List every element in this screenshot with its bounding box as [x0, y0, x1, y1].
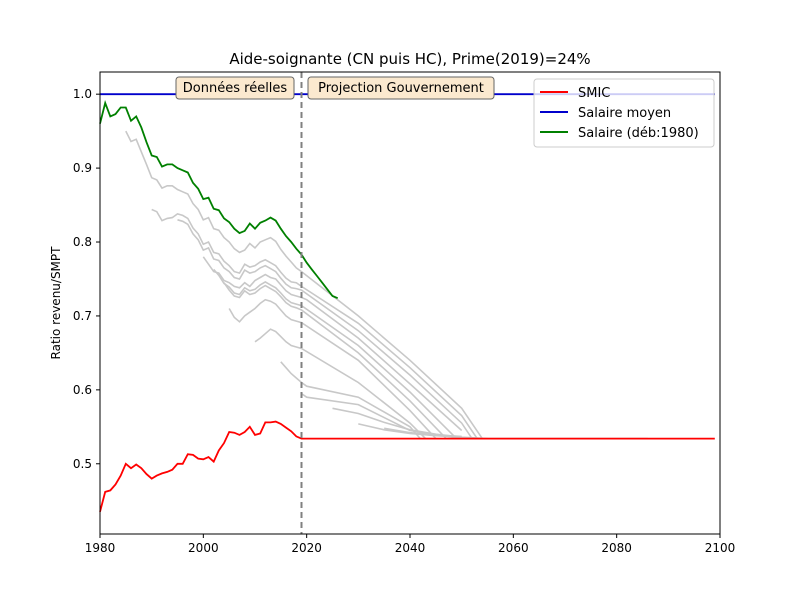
annotation-real-data: Données réelles — [175, 76, 295, 100]
x-tick-label: 2000 — [188, 541, 219, 555]
y-tick-label: 0.7 — [73, 309, 92, 323]
x-tick-label: 2060 — [498, 541, 529, 555]
gray-cohort-line-7 — [228, 298, 437, 440]
gray-cohort-line-8 — [254, 328, 427, 440]
gray-cohort-line-2 — [151, 208, 478, 440]
legend-box — [533, 78, 715, 148]
x-tick-label: 1980 — [85, 541, 116, 555]
annotation-real-data-box — [175, 76, 295, 100]
y-tick-label: 0.8 — [73, 235, 92, 249]
y-tick-label: 0.5 — [73, 457, 92, 471]
gray-cohort-line-6 — [223, 282, 447, 440]
gray-cohort-lines — [125, 130, 648, 440]
series-lines — [99, 93, 715, 513]
y-axis-ticks: 0.5 0.6 0.7 0.8 0.9 1.0 — [73, 87, 100, 471]
legend-label-smic: SMIC — [578, 86, 610, 101]
series-line-smic — [99, 420, 715, 513]
series-line-salaire-d-b-1980 — [99, 100, 339, 300]
x-tick-label: 2100 — [705, 541, 736, 555]
y-tick-label: 0.6 — [73, 383, 92, 397]
chart-title: Aide-soignante (CN puis HC), Prime(2019)… — [229, 50, 590, 68]
legend-label-salaire-moyen: Salaire moyen — [578, 106, 671, 121]
annotation-government-projection: Projection Gouvernement — [307, 76, 495, 100]
legend: SMIC Salaire moyen Salaire (déb:1980) — [533, 78, 715, 148]
annotation-government-projection-box — [307, 76, 495, 100]
gray-cohort-line-1 — [125, 130, 483, 440]
y-tick-label: 1.0 — [73, 87, 92, 101]
gray-cohort-line-5 — [213, 268, 458, 440]
annotation-government-projection-text: Projection Gouvernement — [318, 81, 484, 96]
x-tick-label: 2020 — [291, 541, 322, 555]
legend-label-salaire-d-b-1980: Salaire (déb:1980) — [578, 126, 699, 141]
x-tick-label: 2080 — [601, 541, 632, 555]
y-tick-label: 0.9 — [73, 161, 92, 175]
gray-cohort-line-13 — [384, 427, 462, 438]
y-axis-label: Ratio revenu/SMPT — [49, 246, 63, 360]
annotation-real-data-text: Données réelles — [183, 81, 288, 96]
x-axis-ticks: 1980 2000 2020 2040 2060 2080 2100 — [85, 534, 736, 555]
x-tick-label: 2040 — [395, 541, 426, 555]
gray-cohort-line-3 — [177, 219, 473, 440]
